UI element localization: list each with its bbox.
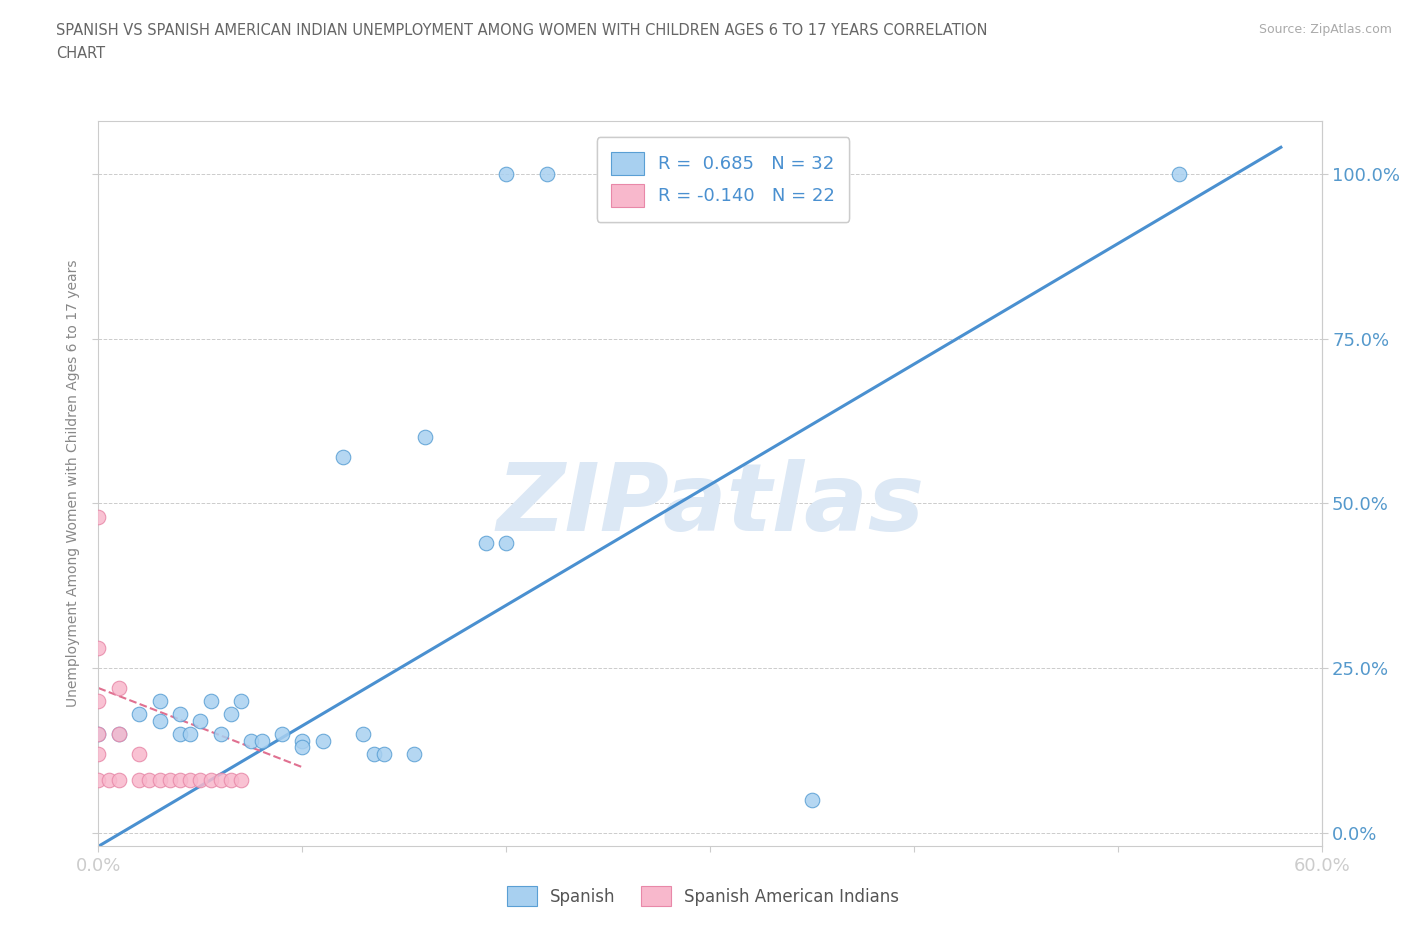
Point bbox=[87, 509, 110, 524]
Point bbox=[87, 747, 110, 762]
Point bbox=[231, 773, 253, 788]
Point bbox=[219, 773, 242, 788]
Y-axis label: Unemployment Among Women with Children Ages 6 to 17 years: Unemployment Among Women with Children A… bbox=[66, 259, 80, 708]
Point bbox=[495, 536, 517, 551]
Point bbox=[149, 694, 172, 709]
Point bbox=[291, 734, 314, 749]
Point bbox=[87, 641, 110, 656]
Text: ZIPatlas: ZIPatlas bbox=[496, 459, 924, 551]
Point bbox=[108, 773, 131, 788]
Point bbox=[188, 773, 212, 788]
Point bbox=[801, 792, 824, 807]
Point bbox=[312, 734, 335, 749]
Legend: Spanish, Spanish American Indians: Spanish, Spanish American Indians bbox=[501, 880, 905, 912]
Point bbox=[1167, 166, 1189, 181]
Point bbox=[169, 726, 191, 741]
Point bbox=[149, 713, 172, 728]
Point bbox=[179, 773, 201, 788]
Point bbox=[200, 773, 222, 788]
Point bbox=[495, 166, 517, 181]
Point bbox=[169, 773, 191, 788]
Point bbox=[270, 726, 294, 741]
Point bbox=[108, 726, 131, 741]
Point bbox=[373, 747, 395, 762]
Point bbox=[474, 536, 498, 551]
Legend: R =  0.685   N = 32, R = -0.140   N = 22: R = 0.685 N = 32, R = -0.140 N = 22 bbox=[596, 138, 849, 221]
Point bbox=[138, 773, 160, 788]
Point bbox=[209, 726, 232, 741]
Point bbox=[413, 430, 436, 445]
Point bbox=[332, 450, 354, 465]
Text: CHART: CHART bbox=[56, 46, 105, 61]
Point bbox=[200, 694, 222, 709]
Point bbox=[149, 773, 172, 788]
Point bbox=[240, 734, 263, 749]
Text: Source: ZipAtlas.com: Source: ZipAtlas.com bbox=[1258, 23, 1392, 36]
Point bbox=[404, 747, 426, 762]
Point bbox=[128, 747, 150, 762]
Point bbox=[108, 726, 131, 741]
Point bbox=[536, 166, 558, 181]
Point bbox=[363, 747, 385, 762]
Point bbox=[209, 773, 232, 788]
Point bbox=[159, 773, 181, 788]
Point bbox=[87, 694, 110, 709]
Point bbox=[169, 707, 191, 722]
Point bbox=[219, 707, 242, 722]
Point bbox=[87, 773, 110, 788]
Point bbox=[250, 734, 273, 749]
Point bbox=[87, 726, 110, 741]
Point bbox=[617, 186, 640, 201]
Point bbox=[108, 681, 131, 696]
Text: SPANISH VS SPANISH AMERICAN INDIAN UNEMPLOYMENT AMONG WOMEN WITH CHILDREN AGES 6: SPANISH VS SPANISH AMERICAN INDIAN UNEMP… bbox=[56, 23, 988, 38]
Point bbox=[128, 707, 150, 722]
Point bbox=[97, 773, 120, 788]
Point bbox=[179, 726, 201, 741]
Point bbox=[188, 713, 212, 728]
Point bbox=[291, 740, 314, 755]
Point bbox=[128, 773, 150, 788]
Point bbox=[87, 726, 110, 741]
Point bbox=[352, 726, 374, 741]
Point bbox=[231, 694, 253, 709]
